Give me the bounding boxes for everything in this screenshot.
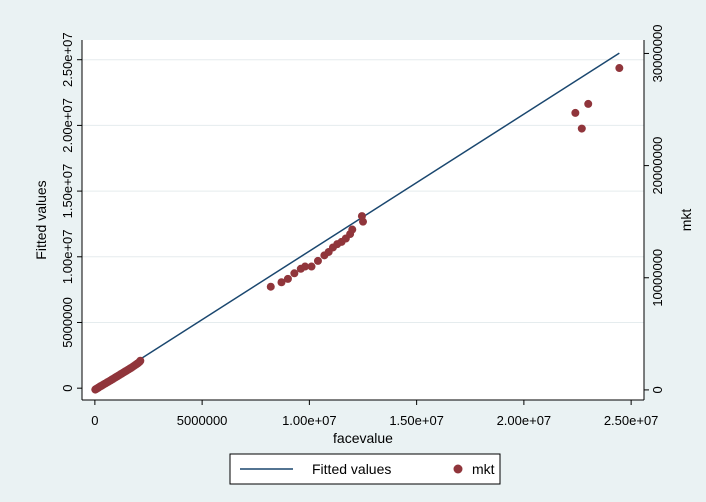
- legend-label-fitted: Fitted values: [312, 461, 391, 477]
- legend-marker-swatch: [453, 464, 463, 474]
- x-tick-label-3: 1.50e+07: [389, 413, 444, 428]
- mkt-point-45: [313, 256, 322, 265]
- grid: [82, 59, 644, 323]
- axes: [81, 40, 645, 401]
- mkt-point-38: [266, 282, 275, 291]
- mkt-point-43: [301, 262, 310, 271]
- x-tick-label-4: 2.00e+07: [497, 413, 552, 428]
- y-right-axis-label: mkt: [678, 209, 694, 232]
- x-tick-label-2: 1.00e+07: [282, 413, 337, 428]
- y-right-tick-label-3: 30000000: [650, 25, 665, 83]
- legend-label-mkt: mkt: [472, 461, 495, 477]
- series: [91, 52, 624, 394]
- mkt-point-40: [283, 274, 292, 283]
- y-right-tick-label-0: 0: [650, 386, 665, 393]
- mkt-point-59: [615, 64, 624, 73]
- mkt-point-41: [290, 269, 299, 278]
- y-right-tick-label-2: 20000000: [650, 137, 665, 195]
- mkt-point-56: [571, 108, 580, 117]
- y-left-tick-label-5: 2.50e+07: [60, 32, 75, 87]
- y-left-tick-label-0: 0: [60, 385, 75, 392]
- mkt-point-37: [136, 356, 145, 365]
- y-left-tick-label-4: 2.00e+07: [60, 98, 75, 153]
- y-left-tick-label-2: 1.00e+07: [60, 229, 75, 284]
- mkt-point-53: [348, 225, 357, 234]
- x-tick-label-1: 5000000: [177, 413, 228, 428]
- mkt-point-57: [577, 124, 586, 133]
- x-tick-label-0: 0: [91, 413, 98, 428]
- x-tick-label-5: 2.50e+07: [604, 413, 659, 428]
- y-left-axis-ticks: 0 5000000 1.00e+07 1.50e+07 2.00e+07 2.50e+07: [60, 32, 82, 392]
- mkt-point-55: [359, 217, 367, 226]
- mkt-point-58: [584, 99, 593, 108]
- y-right-tick-label-1: 10000000: [650, 249, 665, 307]
- y-left-axis-label: Fitted values: [33, 180, 49, 259]
- mkt-point-39: [277, 278, 286, 287]
- x-axis-label: facevalue: [333, 430, 393, 446]
- mkt-point-44: [307, 262, 316, 271]
- legend: Fitted values mkt: [229, 453, 501, 485]
- y-left-tick-label-1: 5000000: [60, 297, 75, 348]
- x-axis-ticks: 0 5000000 1.00e+07 1.50e+07 2.00e+07 2.50e+07: [91, 400, 658, 428]
- y-left-tick-label-3: 1.50e+07: [60, 164, 75, 219]
- y-right-axis-ticks: 0 10000000 20000000 30000000: [644, 25, 665, 394]
- fitted-values-line: [94, 52, 620, 389]
